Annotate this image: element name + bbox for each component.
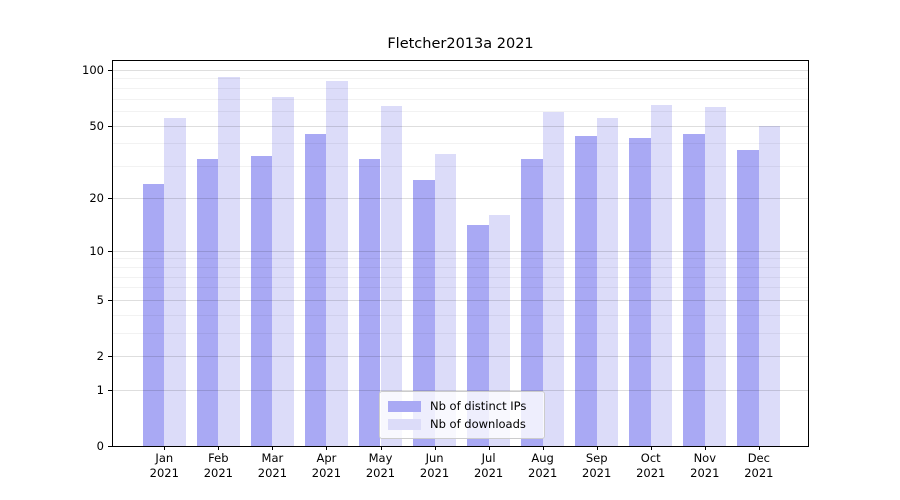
x-tick-mark bbox=[488, 446, 490, 450]
bar-distinct-ips-jul-2021 bbox=[467, 225, 489, 446]
gridline-1 bbox=[113, 389, 808, 391]
bar-distinct-ips-dec-2021 bbox=[737, 149, 759, 446]
x-tick-mark bbox=[758, 446, 760, 450]
gridline-40 bbox=[113, 143, 808, 145]
legend-row-downloads: Nb of downloads bbox=[388, 415, 536, 433]
y-tick-label-2: 2 bbox=[96, 349, 104, 364]
gridline-2 bbox=[113, 356, 808, 358]
x-tick-mark bbox=[380, 446, 382, 450]
y-tick-mark bbox=[108, 446, 112, 447]
x-tick-mark bbox=[326, 446, 328, 450]
bar-distinct-ips-oct-2021 bbox=[629, 137, 651, 446]
gridline-30 bbox=[113, 166, 808, 168]
y-tick-mark bbox=[108, 69, 112, 71]
y-tick-mark bbox=[108, 125, 112, 127]
gridline-100 bbox=[113, 69, 808, 71]
x-tick-label-aug-2021: Aug 2021 bbox=[528, 451, 558, 480]
x-tick-label-apr-2021: Apr 2021 bbox=[311, 451, 342, 480]
legend-swatch-distinct-ips-icon bbox=[388, 400, 421, 412]
y-tick-mark bbox=[108, 389, 112, 391]
bar-downloads-apr-2021 bbox=[326, 81, 349, 446]
x-tick-label-jul-2021: Jul 2021 bbox=[473, 451, 504, 480]
y-tick-mark bbox=[108, 250, 112, 252]
y-tick-label-100: 100 bbox=[82, 62, 104, 77]
y-tick-label-20: 20 bbox=[89, 190, 104, 205]
y-tick-mark bbox=[108, 197, 112, 199]
bar-downloads-jan-2021 bbox=[164, 117, 186, 446]
bar-downloads-oct-2021 bbox=[650, 104, 673, 446]
bar-downloads-feb-2021 bbox=[218, 76, 240, 446]
bar-distinct-ips-jan-2021 bbox=[142, 183, 165, 446]
gridline-7 bbox=[113, 276, 808, 278]
x-tick-mark bbox=[542, 446, 544, 450]
y-tick-mark bbox=[108, 299, 112, 301]
bar-downloads-dec-2021 bbox=[758, 125, 781, 446]
x-tick-label-jun-2021: Jun 2021 bbox=[419, 451, 450, 480]
bar-distinct-ips-jun-2021 bbox=[412, 180, 435, 446]
x-tick-label-oct-2021: Oct 2021 bbox=[636, 451, 666, 480]
gridline-5 bbox=[113, 299, 808, 301]
bar-distinct-ips-may-2021 bbox=[358, 158, 381, 446]
legend-row-distinct-ips: Nb of distinct IPs bbox=[388, 397, 536, 415]
y-tick-label-1: 1 bbox=[96, 382, 104, 397]
x-tick-mark bbox=[164, 446, 166, 450]
gridline-4 bbox=[113, 314, 808, 316]
bar-distinct-ips-mar-2021 bbox=[250, 156, 273, 446]
x-tick-label-nov-2021: Nov 2021 bbox=[690, 451, 720, 480]
gridline-10 bbox=[113, 250, 808, 252]
x-tick-mark bbox=[218, 446, 220, 450]
gridline-6 bbox=[113, 287, 808, 289]
x-tick-label-sep-2021: Sep 2021 bbox=[582, 451, 612, 480]
x-tick-label-feb-2021: Feb 2021 bbox=[203, 451, 233, 480]
x-tick-mark bbox=[704, 446, 706, 450]
x-tick-label-jan-2021: Jan 2021 bbox=[149, 451, 179, 480]
bar-downloads-aug-2021 bbox=[542, 112, 565, 446]
gridline-3 bbox=[113, 333, 808, 334]
x-tick-mark bbox=[650, 446, 652, 450]
y-tick-label-10: 10 bbox=[89, 243, 104, 258]
x-tick-mark bbox=[272, 446, 274, 450]
gridline-60 bbox=[113, 110, 808, 112]
bar-distinct-ips-feb-2021 bbox=[196, 158, 219, 446]
bar-downloads-nov-2021 bbox=[704, 107, 727, 446]
bar-downloads-may-2021 bbox=[380, 105, 403, 446]
gridline-9 bbox=[113, 258, 808, 260]
gridline-70 bbox=[113, 98, 808, 100]
bar-downloads-sep-2021 bbox=[596, 117, 619, 446]
y-tick-label-5: 5 bbox=[96, 292, 104, 307]
legend: Nb of distinct IPs Nb of downloads bbox=[379, 391, 545, 439]
y-tick-mark bbox=[108, 356, 112, 358]
chart-title: Fletcher2013a 2021 bbox=[387, 36, 534, 52]
bar-downloads-mar-2021 bbox=[272, 97, 294, 446]
x-tick-label-may-2021: May 2021 bbox=[365, 451, 396, 480]
gridline-80 bbox=[113, 87, 808, 89]
x-tick-mark bbox=[434, 446, 436, 450]
legend-label-downloads: Nb of downloads bbox=[430, 417, 526, 431]
bar-downloads-jun-2021 bbox=[434, 153, 457, 446]
legend-label-distinct-ips: Nb of distinct IPs bbox=[430, 399, 527, 413]
x-tick-mark bbox=[596, 446, 598, 450]
x-tick-label-dec-2021: Dec 2021 bbox=[744, 451, 774, 480]
bar-downloads-jul-2021 bbox=[488, 215, 511, 446]
gridline-8 bbox=[113, 266, 808, 268]
bar-distinct-ips-sep-2021 bbox=[575, 135, 597, 446]
gridline-90 bbox=[113, 78, 808, 80]
gridline-20 bbox=[113, 197, 808, 199]
x-tick-label-mar-2021: Mar 2021 bbox=[257, 451, 288, 480]
legend-swatch-downloads-icon bbox=[388, 418, 421, 430]
bar-distinct-ips-aug-2021 bbox=[521, 158, 543, 446]
gridline-50 bbox=[113, 125, 808, 127]
y-tick-label-50: 50 bbox=[89, 118, 104, 133]
bar-distinct-ips-apr-2021 bbox=[304, 133, 327, 446]
bar-distinct-ips-nov-2021 bbox=[683, 133, 705, 446]
y-tick-label-0: 0 bbox=[96, 439, 104, 453]
plot-area: Nb of distinct IPs Nb of downloads bbox=[112, 60, 809, 447]
